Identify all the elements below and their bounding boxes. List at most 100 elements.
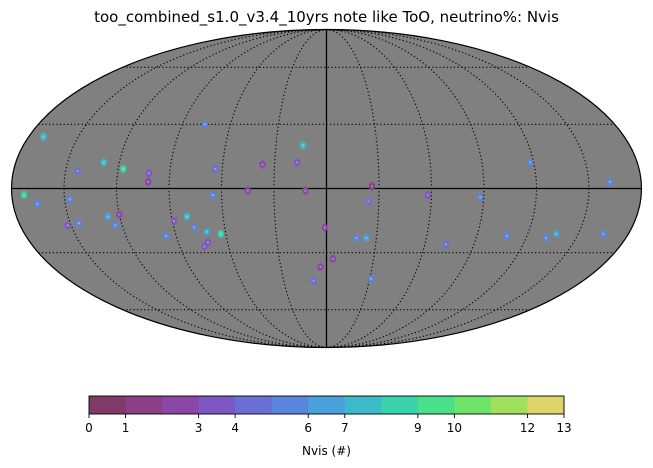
colorbar-tick-label: 3 xyxy=(195,421,203,435)
data-point xyxy=(369,182,375,191)
data-point-pixel xyxy=(364,234,368,243)
colorbar-tick-label: 1 xyxy=(122,421,130,435)
data-point xyxy=(600,229,607,238)
data-point xyxy=(120,164,127,173)
data-point xyxy=(104,212,111,221)
data-point xyxy=(553,229,560,238)
data-point-pixel xyxy=(370,182,374,191)
data-point xyxy=(64,221,71,230)
data-point-highlight xyxy=(147,180,150,183)
data-point-pixel xyxy=(164,232,168,240)
data-point xyxy=(527,158,534,167)
data-point xyxy=(259,160,266,169)
data-point xyxy=(363,234,370,243)
colorbar-segment xyxy=(527,396,565,414)
data-point-highlight xyxy=(445,243,448,246)
data-point-highlight xyxy=(312,279,315,282)
data-point xyxy=(299,141,306,150)
data-point-pixel xyxy=(106,212,110,221)
data-point xyxy=(201,242,208,251)
data-point xyxy=(163,232,170,240)
colorbar-segment xyxy=(125,396,163,414)
data-point xyxy=(477,193,484,202)
data-point-pixel xyxy=(301,141,305,150)
colorbar-tick-label: 12 xyxy=(520,421,535,435)
data-point-pixel xyxy=(554,229,558,238)
data-point-pixel xyxy=(219,229,223,238)
data-point-highlight xyxy=(319,265,322,268)
data-point-pixel xyxy=(121,164,125,173)
data-point xyxy=(21,191,28,200)
colorbar-segment xyxy=(454,396,492,414)
data-point xyxy=(424,191,431,200)
data-point xyxy=(244,186,251,195)
data-point-pixel xyxy=(354,234,358,243)
data-point-pixel xyxy=(444,240,448,249)
data-point xyxy=(294,158,301,167)
colorbar-segment xyxy=(417,396,455,414)
data-point-highlight xyxy=(602,232,605,235)
data-point-pixel xyxy=(202,242,206,251)
colorbar-tick-label: 6 xyxy=(304,421,312,435)
data-point-highlight xyxy=(323,226,326,229)
data-point xyxy=(368,274,375,283)
data-point xyxy=(145,177,152,186)
data-point-pixel xyxy=(331,254,335,263)
data-point-highlight xyxy=(114,224,117,227)
data-point-pixel xyxy=(203,120,207,129)
data-point-highlight xyxy=(205,230,208,233)
data-point-highlight xyxy=(426,194,429,197)
data-point-pixel xyxy=(77,219,81,228)
data-point xyxy=(503,232,510,240)
colorbar-tick-label: 9 xyxy=(414,421,422,435)
data-point xyxy=(353,234,360,243)
colorbar-tick-label: 10 xyxy=(447,421,462,435)
data-point-highlight xyxy=(118,213,121,216)
colorbar-segment xyxy=(198,396,236,414)
colorbar-segment xyxy=(89,396,127,414)
colorbar-tick-label: 0 xyxy=(85,421,93,435)
colorbar-segment xyxy=(381,396,419,414)
data-point xyxy=(201,120,208,129)
data-point xyxy=(66,195,73,204)
data-point-highlight xyxy=(76,170,79,173)
colorbar-frame xyxy=(88,395,565,415)
data-point-highlight xyxy=(42,135,45,138)
data-point-pixel xyxy=(192,223,196,232)
data-point xyxy=(171,217,178,226)
data-point xyxy=(34,199,41,208)
data-point-pixel xyxy=(369,274,373,283)
data-point-pixel xyxy=(246,186,250,195)
data-point xyxy=(310,276,317,285)
data-point xyxy=(75,219,82,228)
data-point-highlight xyxy=(296,161,299,164)
data-point-pixel xyxy=(528,158,532,167)
colorbar-segment xyxy=(490,396,529,414)
data-point-highlight xyxy=(555,232,558,235)
data-point-highlight xyxy=(365,237,368,240)
data-point-pixel xyxy=(478,193,482,202)
data-point-pixel xyxy=(505,232,509,240)
data-point-pixel xyxy=(76,167,80,176)
data-point-highlight xyxy=(147,172,150,175)
data-point xyxy=(217,229,224,238)
data-point-pixel xyxy=(35,199,39,208)
data-point-highlight xyxy=(246,189,249,192)
data-point-pixel xyxy=(608,177,612,186)
data-point-highlight xyxy=(331,257,334,260)
data-point xyxy=(40,132,47,141)
data-point-highlight xyxy=(304,189,307,192)
data-point-highlight xyxy=(203,123,206,126)
data-point-pixel xyxy=(102,158,106,167)
data-point xyxy=(321,223,328,232)
data-point xyxy=(443,240,450,249)
sky-outline xyxy=(10,28,643,349)
data-point-highlight xyxy=(505,235,508,237)
data-point-pixel xyxy=(113,221,117,230)
data-point-highlight xyxy=(544,237,547,240)
data-point-pixel xyxy=(206,238,210,247)
data-point-highlight xyxy=(261,163,264,166)
data-point-pixel xyxy=(366,197,370,206)
